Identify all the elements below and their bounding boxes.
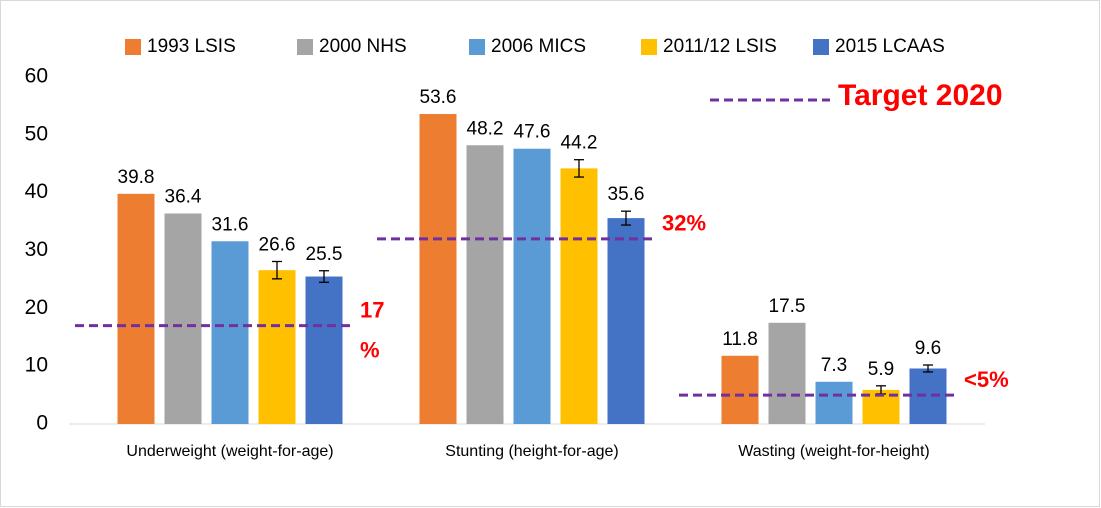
value-label: 39.8 [118, 167, 155, 188]
value-label: 5.9 [868, 359, 894, 380]
error-bar [319, 270, 329, 283]
x-tick-label: Stunting (height-for-age) [445, 443, 618, 460]
error-bar [574, 159, 584, 178]
value-label: 47.6 [514, 122, 551, 143]
value-label: 36.4 [165, 187, 202, 208]
bar [768, 322, 806, 424]
bar [560, 168, 598, 424]
value-label: 35.6 [608, 184, 645, 205]
target-label: <5% [964, 367, 1009, 392]
bar [815, 381, 853, 424]
bar [305, 276, 343, 424]
value-label: 26.6 [259, 235, 296, 256]
value-label: 11.8 [722, 329, 758, 350]
legend-swatch [297, 39, 313, 55]
error-bar [272, 260, 282, 280]
value-label: 17.5 [769, 296, 806, 317]
value-label: 53.6 [420, 87, 457, 108]
bar [164, 213, 202, 424]
bar [211, 241, 249, 424]
bar [419, 114, 457, 424]
y-tick-label: 50 [25, 122, 48, 145]
target-label: 32% [662, 211, 706, 236]
bar [258, 270, 296, 424]
error-bar [621, 210, 631, 226]
legend-label: 2006 MICS [491, 36, 586, 57]
bar [607, 218, 645, 424]
y-tick-label: 40 [25, 180, 48, 203]
x-tick-label: Underweight (weight-for-age) [126, 443, 333, 460]
bar [466, 145, 504, 424]
y-tick-label: 10 [25, 354, 48, 377]
bar [513, 148, 551, 425]
value-label: 25.5 [306, 244, 343, 265]
y-tick-label: 60 [25, 65, 48, 88]
error-bar [923, 364, 933, 373]
legend-swatch [641, 39, 657, 55]
legend-swatch [125, 39, 141, 55]
target-legend-label: Target 2020 [838, 79, 1003, 112]
y-tick-label: 0 [36, 412, 48, 435]
x-tick-label: Wasting (weight-for-height) [738, 443, 929, 460]
bar [909, 368, 947, 424]
target-label: 17 [360, 297, 384, 322]
legend-swatch [813, 39, 829, 55]
bar [117, 193, 155, 424]
legend-label: 2011/12 LSIS [663, 36, 777, 57]
value-label: 9.6 [915, 338, 941, 359]
value-label: 48.2 [467, 118, 504, 139]
target-label: % [360, 337, 380, 362]
y-tick-label: 30 [25, 238, 48, 261]
legend-label: 2000 NHS [319, 36, 407, 57]
legend-label: 1993 LSIS [147, 36, 236, 57]
value-label: 7.3 [821, 355, 847, 376]
y-tick-label: 20 [25, 296, 48, 319]
legend-swatch [469, 39, 485, 55]
value-label: 44.2 [561, 133, 598, 154]
legend-label: 2015 LCAAS [835, 36, 945, 57]
bar [721, 355, 759, 424]
value-label: 31.6 [212, 214, 249, 235]
